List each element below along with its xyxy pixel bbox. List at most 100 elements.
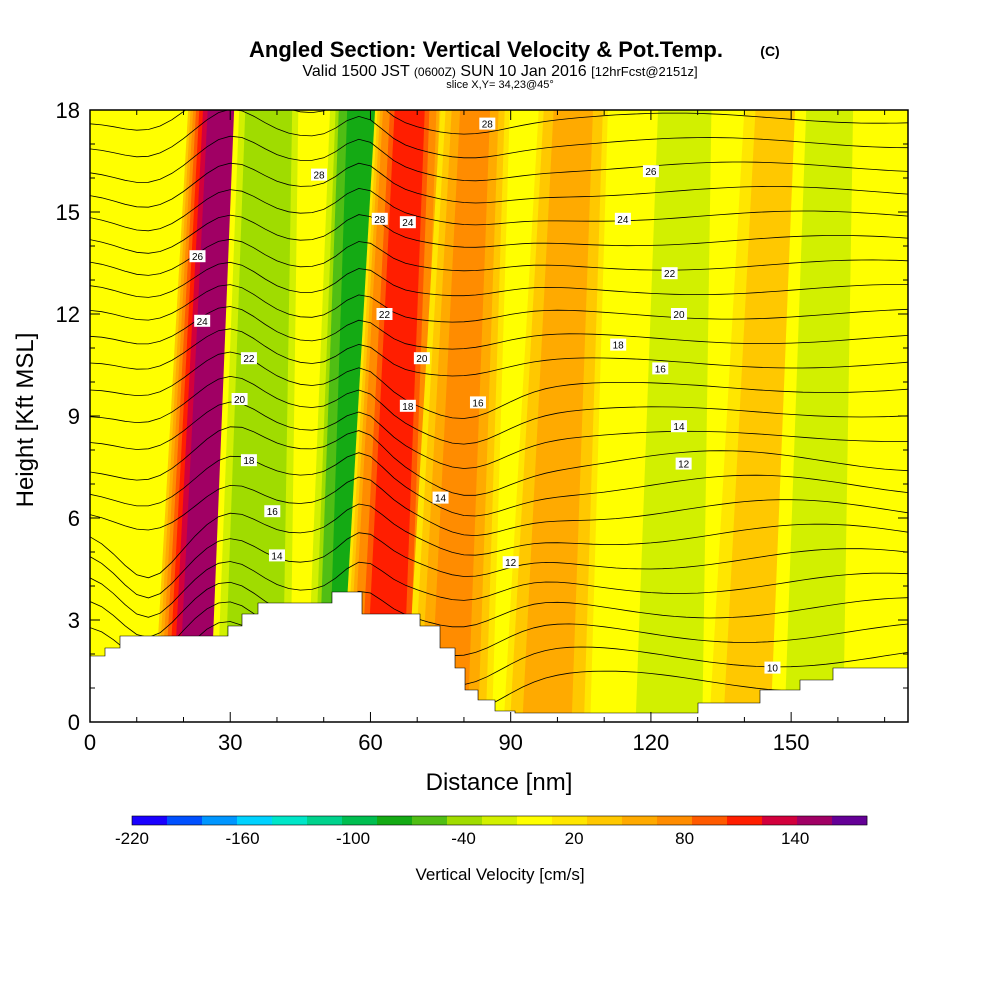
contour-label-box (240, 352, 257, 365)
contour-label-box (311, 168, 328, 181)
colorbar-tick-label: -40 (451, 829, 476, 848)
theta-contour-label: 12 (502, 556, 519, 569)
contour-label-text: 26 (192, 252, 204, 263)
theta-contour-label: 22 (240, 352, 257, 365)
contour-label-box (240, 454, 257, 467)
contour-label-box (268, 549, 285, 562)
chart-subtitle: Valid 1500 JST (0600Z) SUN 10 Jan 2016 [… (302, 63, 697, 80)
contour-label-text: 24 (197, 317, 209, 328)
theta-contour-line (90, 532, 908, 599)
contour-label-box (376, 308, 393, 320)
contour-label-text: 22 (243, 354, 255, 365)
contour-label-box (614, 212, 631, 225)
colorbar-swatch (307, 816, 343, 825)
colorbar (131, 815, 868, 826)
velocity-band-5-level-7 (528, 110, 589, 722)
y-tick-label: 3 (68, 608, 80, 633)
contour-label-box (371, 212, 388, 225)
x-tick-label: 0 (84, 730, 96, 755)
contour-label-text: 18 (243, 456, 255, 467)
x-tick-labels: 0 30 60 90 120 150 (84, 730, 810, 755)
contour-label-text: 10 (767, 664, 779, 675)
colorbar-swatch (762, 816, 798, 825)
theta-contour-label: 28 (371, 212, 388, 226)
theta-contour-line (90, 401, 908, 469)
theta-contour-line (90, 581, 908, 638)
theta-contour-line (90, 214, 908, 254)
contour-label-text: 16 (472, 398, 484, 409)
contour-label-text: 20 (673, 310, 685, 321)
theta-contour-line (90, 187, 908, 232)
contour-label-box (194, 314, 211, 327)
colorbar-tick-label: 80 (675, 829, 694, 848)
y-tick-label: 6 (68, 506, 80, 531)
subtitle-forecast: [12hrFcst@2151z] (591, 64, 697, 79)
theta-contour-line (90, 306, 908, 350)
theta-contour-label: 28 (311, 168, 328, 182)
contour-label-text: 12 (678, 460, 690, 471)
contour-label-box (670, 420, 687, 433)
colorbar-swatch (657, 816, 693, 825)
contour-label-text: 18 (613, 341, 625, 352)
theta-contour-label: 28 (479, 117, 496, 131)
theta-contour-line (90, 110, 908, 135)
contour-label-text: 26 (645, 167, 657, 178)
theta-contour-label: 12 (675, 457, 692, 471)
colorbar-swatch (482, 816, 518, 825)
colorbar-tick-label: -100 (336, 829, 370, 848)
colorbar-swatch (587, 816, 623, 825)
velocity-band-1-level-7 (234, 110, 284, 722)
terrain (90, 591, 908, 722)
colorbar-swatch (552, 816, 588, 825)
contour-label-box (642, 165, 659, 178)
theta-contour-line (90, 561, 908, 618)
subtitle-zulu: (0600Z) (414, 65, 456, 79)
theta-contour-label: 16 (652, 362, 669, 375)
contour-label-text: 20 (416, 354, 428, 365)
colorbar-swatch (237, 816, 273, 825)
colorbar-swatch (797, 816, 833, 825)
contour-label-text: 12 (505, 558, 517, 569)
contour-label-box (661, 267, 678, 280)
y-tick-label: 15 (56, 200, 80, 225)
contour-label-text: 22 (379, 310, 391, 321)
subtitle-valid: Valid 1500 JST (302, 63, 413, 80)
theta-contour-labels: 26 24 22 20 18 16 14 28 28 24 22 20 18 16 14 12 28 26 24 22… (189, 117, 781, 675)
theta-contour-line (90, 351, 908, 419)
contour-label-box (399, 399, 416, 412)
colorbar-tick-label: 20 (565, 829, 584, 848)
colorbar-label: Vertical Velocity [cm/s] (415, 865, 584, 884)
colorbar-swatch (167, 816, 203, 825)
theta-contour-line (90, 238, 908, 276)
theta-contour-line (90, 476, 908, 537)
theta-contour-label: 24 (194, 314, 211, 328)
contour-label-text: 14 (673, 422, 685, 433)
contour-label-text: 24 (402, 218, 414, 229)
axis-ticks (89, 109, 908, 723)
theta-contour-label: 18 (399, 399, 416, 413)
colorbar-swatch (412, 816, 448, 825)
theta-contour-line (90, 135, 908, 183)
contour-label-text: 16 (267, 507, 279, 518)
y-tick-labels: 0 3 6 9 12 15 18 (56, 98, 80, 735)
theta-contour-label: 18 (240, 454, 257, 467)
theta-contour-label: 10 (764, 661, 781, 675)
colorbar-tick-label: 140 (781, 829, 809, 848)
contour-label-text: 22 (664, 269, 676, 280)
x-axis-label: Distance [nm] (426, 769, 573, 796)
contour-label-box (675, 457, 692, 470)
theta-contour-line (90, 452, 908, 517)
velocity-band-7-level-7 (733, 110, 794, 722)
slice-label: slice X,Y= 34,23@45° (446, 79, 554, 91)
theta-contour-label: 18 (610, 338, 627, 352)
theta-contour-line (90, 375, 908, 445)
contour-label-box (670, 308, 687, 320)
theta-contour-label: 22 (376, 308, 393, 321)
theta-contour-label: 20 (670, 308, 687, 321)
colorbar-swatch (377, 816, 413, 825)
x-tick-label: 150 (773, 730, 810, 755)
colorbar-swatch (517, 816, 553, 825)
contour-label-box (610, 338, 627, 351)
x-tick-label: 60 (358, 730, 382, 755)
theta-contour-line (90, 426, 908, 496)
